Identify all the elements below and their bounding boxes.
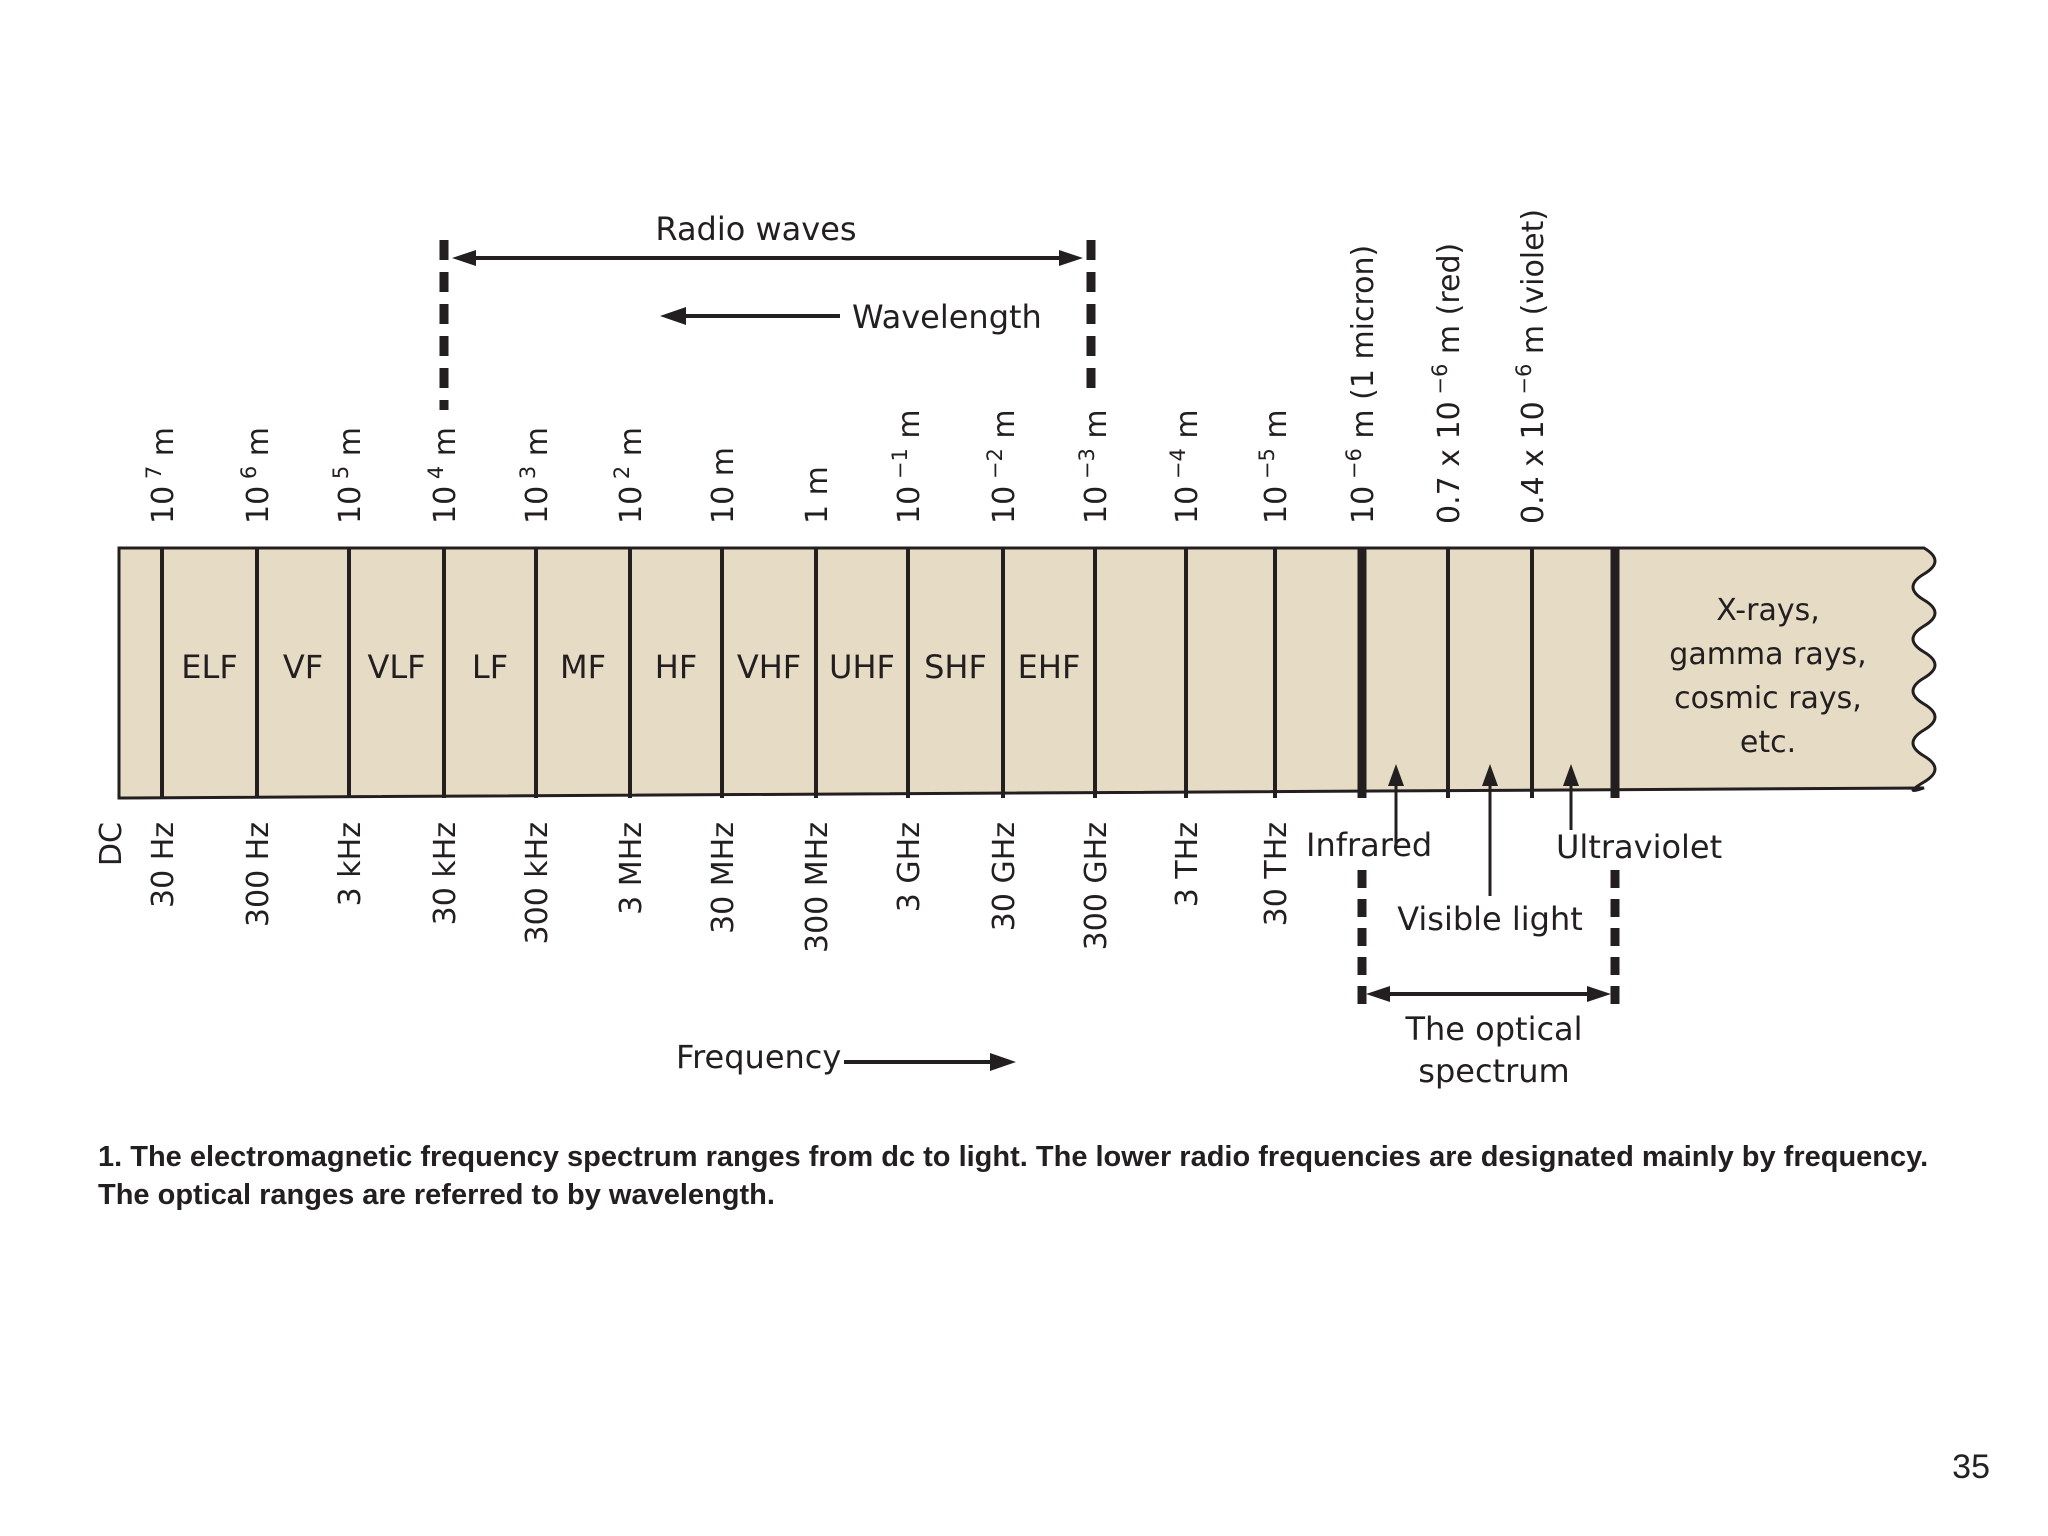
frequency-arrow [844, 1053, 1016, 1071]
frequency-tick-label: 3 kHz [333, 822, 368, 906]
frequency-tick-label: 300 kHz [520, 822, 555, 944]
xray-line-2: gamma rays, [1669, 637, 1866, 672]
band-label-hf: HF [655, 648, 697, 686]
infrared-label: Infrared [1306, 826, 1432, 864]
frequency-tick-label: 300 Hz [241, 822, 276, 927]
frequency-tick-label: 30 GHz [987, 822, 1022, 931]
wavelength-tick-label: 0.7 x 10 −6 m (red) [1428, 243, 1467, 524]
wavelength-tick-label: 10 −1 m [888, 409, 927, 524]
figure-caption: 1. The electromagnetic frequency spectru… [98, 1141, 1929, 1211]
band-label-shf: SHF [924, 648, 987, 686]
frequency-tick-label: 30 THz [1259, 822, 1294, 926]
frequency-tick-label: 30 kHz [428, 822, 463, 925]
wavelength-tick-label: 10 −4 m [1166, 409, 1205, 524]
xray-line-1: X-rays, [1716, 593, 1820, 628]
wavelength-tick-label: 10 −3 m [1075, 409, 1114, 524]
wavelength-tick-label: 1 m [800, 466, 835, 524]
frequency-tick-label: DC [94, 822, 129, 866]
band-label-ehf: EHF [1018, 648, 1081, 686]
optical-annotations [1357, 764, 1620, 1006]
page-number: 35 [1952, 1448, 1990, 1486]
wavelength-tick-labels: 10 7 m 10 6 m 10 5 m 10 4 m 10 3 m 10 2 m 10 m… [142, 209, 1551, 524]
band-label-mf: MF [560, 648, 606, 686]
band-labels: ELF VF VLF LF MF HF VHF UHF SHF EHF [181, 648, 1080, 686]
wavelength-tick-label: 10 −2 m [983, 409, 1022, 524]
wavelength-tick-label: 10 −5 m [1255, 409, 1294, 524]
band-strip-fill [117, 546, 1937, 800]
wavelength-tick-label: 10 4 m [424, 427, 463, 524]
frequency-tick-label: 30 MHz [706, 822, 741, 934]
band-label-vhf: VHF [737, 648, 801, 686]
frequency-tick-label: 300 GHz [1079, 822, 1114, 950]
wavelength-tick-label: 10 2 m [610, 427, 649, 524]
xray-line-3: cosmic rays, [1674, 681, 1862, 716]
band-label-lf: LF [472, 648, 508, 686]
band-label-elf: ELF [181, 648, 237, 686]
x-rays-label: X-rays, gamma rays, cosmic rays, etc. [1669, 593, 1866, 760]
radio-waves-label: Radio waves [655, 210, 856, 248]
frequency-tick-label: 300 MHz [800, 822, 835, 953]
wavelength-tick-label: 10 −6 m (1 micron) [1342, 245, 1381, 524]
band-label-uhf: UHF [829, 648, 895, 686]
frequency-label: Frequency [676, 1038, 841, 1076]
visible-light-label: Visible light [1397, 900, 1583, 938]
optical-spectrum-line-2: spectrum [1418, 1052, 1569, 1090]
band-label-vf: VF [283, 648, 323, 686]
band-dividers [160, 548, 1620, 798]
band-label-vlf: VLF [367, 648, 425, 686]
spectrum-strip: ELF VF VLF LF MF HF VHF UHF SHF EHF X-rays, gamma… [117, 546, 1937, 800]
frequency-tick-label: 3 MHz [614, 822, 649, 915]
frequency-tick-labels: DC 30 Hz 300 Hz 3 kHz 30 kHz 300 kHz 3 MHz 30 M… [94, 822, 1294, 953]
radio-waves-bracket [439, 240, 1096, 410]
wavelength-label: Wavelength [852, 298, 1042, 336]
frequency-tick-label: 3 THz [1170, 822, 1205, 907]
ultraviolet-label: Ultraviolet [1556, 828, 1722, 866]
wavelength-tick-label: 10 7 m [142, 427, 181, 524]
frequency-tick-label: 30 Hz [146, 822, 181, 908]
wavelength-tick-label: 10 5 m [329, 427, 368, 524]
wavelength-tick-label: 10 m [706, 447, 741, 524]
wavelength-tick-label: 10 3 m [516, 427, 555, 524]
frequency-tick-label: 3 GHz [892, 822, 927, 912]
xray-line-4: etc. [1740, 725, 1796, 760]
optical-spectrum-line-1: The optical [1404, 1010, 1582, 1048]
wavelength-tick-label: 10 6 m [237, 427, 276, 524]
wavelength-tick-label: 0.4 x 10 −6 m (violet) [1512, 209, 1551, 524]
